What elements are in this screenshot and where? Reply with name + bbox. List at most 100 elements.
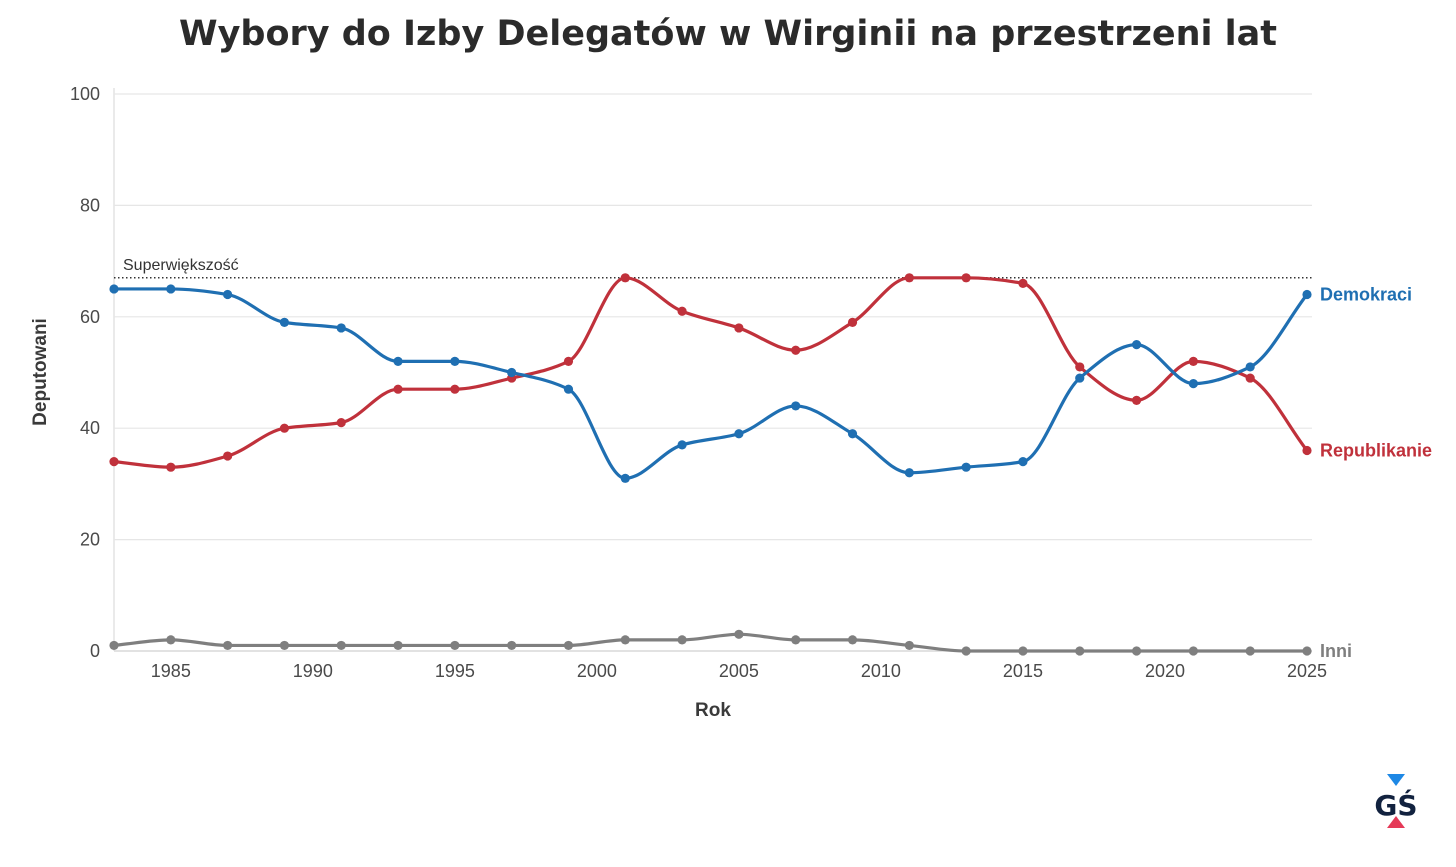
point-demokraci-2025 (1302, 289, 1312, 300)
point-demokraci-2021 (1188, 379, 1198, 389)
point-demokraci-2011 (904, 468, 914, 478)
point-demokraci-2019 (1131, 340, 1142, 350)
point-inni-1999 (563, 640, 574, 651)
series-label-republikanie: Republikanie (1320, 440, 1432, 460)
point-demokraci-1997 (507, 367, 517, 378)
series-label-inni: Inni (1320, 641, 1352, 661)
x-tick-label-1990: 1990 (293, 661, 333, 681)
grid-layer (113, 88, 1312, 652)
x-tick-label-2025: 2025 (1287, 661, 1327, 681)
x-tick-label-2005: 2005 (719, 661, 759, 681)
point-inni-1997 (507, 640, 517, 651)
point-inni-1993 (393, 640, 403, 651)
series-republikanie: Republikanie (109, 273, 1432, 472)
point-inni-2025 (1302, 646, 1312, 656)
point-inni-2007 (791, 635, 801, 645)
point-inni-2017 (1075, 646, 1085, 656)
point-republikanie-1985 (166, 462, 176, 472)
point-demokraci-2005 (734, 429, 744, 439)
reference-layer: Superwiększość (114, 257, 1312, 279)
point-demokraci-1987 (223, 289, 233, 300)
series-demokraci: Demokraci (109, 284, 1412, 483)
point-republikanie-1999 (563, 356, 574, 366)
x-tick-label-2000: 2000 (577, 661, 617, 681)
chart-title: Wybory do Izby Delegatów w Wirginii na p… (178, 14, 1278, 54)
point-republikanie-2017 (1075, 362, 1085, 372)
y-tick-label-40: 40 (80, 418, 100, 438)
logo: GŚ (1374, 774, 1418, 828)
x-tick-label-1995: 1995 (435, 661, 475, 681)
y-tick-label-80: 80 (80, 195, 100, 215)
point-inni-1987 (223, 640, 233, 651)
point-republikanie-1991 (336, 418, 346, 428)
line-demokraci (112, 287, 1309, 480)
point-demokraci-2013 (961, 462, 971, 472)
point-republikanie-2009 (847, 317, 858, 327)
logo-top-triangle (1387, 774, 1405, 786)
point-demokraci-2017 (1075, 373, 1085, 383)
point-demokraci-1993 (393, 356, 403, 366)
point-republikanie-2003 (677, 306, 687, 316)
point-demokraci-2009 (847, 429, 858, 439)
logo-bottom-triangle (1387, 816, 1405, 828)
y-tick-label-60: 60 (80, 307, 100, 327)
x-axis-title: Rok (695, 700, 731, 721)
point-republikanie-2015 (1018, 278, 1028, 288)
x-tick-label-2010: 2010 (861, 661, 901, 681)
point-inni-2023 (1245, 646, 1255, 656)
point-inni-1983 (109, 640, 119, 651)
point-inni-1989 (279, 640, 290, 651)
point-inni-2003 (677, 635, 687, 645)
point-demokraci-2007 (791, 401, 801, 411)
point-demokraci-2015 (1018, 457, 1028, 467)
point-inni-2015 (1018, 646, 1028, 656)
series-label-demokraci: Demokraci (1320, 285, 1412, 305)
point-republikanie-2011 (904, 273, 914, 283)
point-inni-2021 (1188, 646, 1198, 656)
point-demokraci-1991 (336, 323, 346, 333)
point-republikanie-2025 (1302, 445, 1312, 456)
point-republikanie-1993 (393, 384, 403, 394)
point-inni-2019 (1131, 646, 1142, 656)
point-demokraci-2001 (620, 473, 630, 483)
point-inni-2005 (734, 629, 744, 639)
y-axis-title: Deputowani (30, 318, 51, 426)
point-republikanie-2007 (791, 345, 801, 355)
point-republikanie-2005 (734, 323, 744, 333)
y-tick-label-100: 100 (70, 84, 100, 104)
y-tick-label-20: 20 (80, 530, 100, 550)
x-tick-label-2020: 2020 (1145, 661, 1185, 681)
point-inni-2013 (961, 646, 971, 656)
series-inni: Inni (109, 629, 1352, 661)
point-republikanie-1983 (109, 457, 119, 467)
point-inni-2001 (620, 635, 630, 645)
point-republikanie-2001 (620, 273, 630, 283)
point-republikanie-1995 (450, 384, 460, 394)
point-demokraci-1995 (450, 356, 460, 366)
point-inni-1985 (166, 635, 176, 645)
point-demokraci-1999 (563, 384, 574, 394)
point-demokraci-2023 (1245, 362, 1255, 372)
point-inni-1995 (450, 640, 460, 651)
x-tick-label-2015: 2015 (1003, 661, 1043, 681)
point-demokraci-1985 (166, 284, 176, 294)
point-republikanie-2019 (1131, 395, 1142, 405)
point-inni-2009 (847, 635, 858, 645)
point-demokraci-2003 (677, 440, 687, 450)
series-layer: Inni Republikanie Demokraci (109, 273, 1432, 661)
point-republikanie-2021 (1188, 356, 1198, 366)
point-republikanie-2013 (961, 273, 971, 283)
x-tick-label-1985: 1985 (151, 661, 191, 681)
line-republikanie (112, 276, 1309, 469)
supermajority-label: Superwiększość (123, 257, 239, 274)
point-inni-1991 (336, 640, 346, 651)
point-demokraci-1989 (279, 317, 290, 327)
point-inni-2011 (904, 640, 914, 651)
point-republikanie-2023 (1245, 373, 1255, 383)
y-tick-label-0: 0 (90, 641, 100, 661)
point-republikanie-1987 (223, 451, 233, 461)
point-demokraci-1983 (109, 284, 119, 294)
line-inni (112, 632, 1309, 653)
